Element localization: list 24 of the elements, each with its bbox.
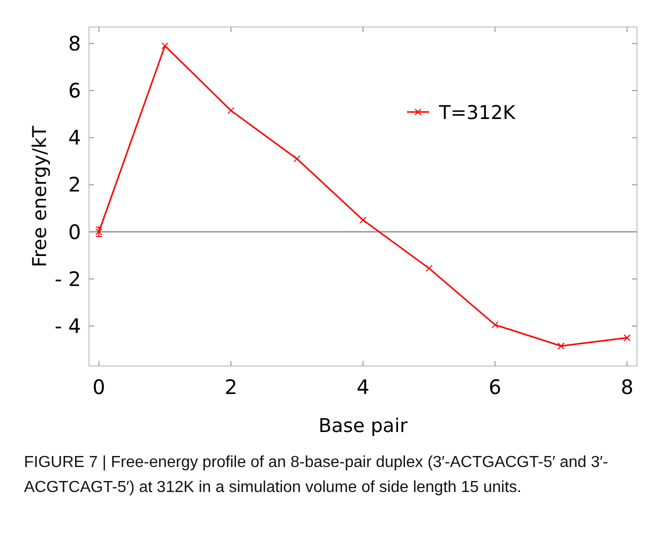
x-tick-label: 0 xyxy=(92,375,106,399)
point xyxy=(227,107,234,114)
y-tick-label: 0 xyxy=(68,220,81,244)
point xyxy=(161,42,168,50)
y-tick-label: - 4 xyxy=(54,314,81,338)
x-tick-label: 2 xyxy=(224,375,238,399)
x-axis-title: Base pair xyxy=(318,415,408,437)
point xyxy=(360,216,366,224)
x-tick-label: 8 xyxy=(620,375,634,399)
legend-label: T=312K xyxy=(438,102,516,124)
y-tick-label: 4 xyxy=(68,126,81,150)
point xyxy=(293,155,300,162)
x-tick-label: 6 xyxy=(488,375,502,399)
point xyxy=(624,334,631,342)
point xyxy=(558,342,565,350)
y-tick-label: 8 xyxy=(68,31,81,56)
caption: FIGURE 7 | Free-energy profile of an 8-base-pair duplex (3′-ACTGACGT-5′ and 3′-ACGTCAGT-5′) at 312K in a simulation volume of side length 15 units. xyxy=(24,453,610,498)
y-tick-label: 6 xyxy=(68,78,81,103)
point xyxy=(426,264,433,272)
y-tick-label: - 2 xyxy=(54,266,81,291)
point xyxy=(492,321,499,328)
y-tick-label: 2 xyxy=(68,172,81,197)
x-tick-label: 4 xyxy=(356,375,370,399)
y-axis-title: Free energy/kT xyxy=(29,125,51,268)
